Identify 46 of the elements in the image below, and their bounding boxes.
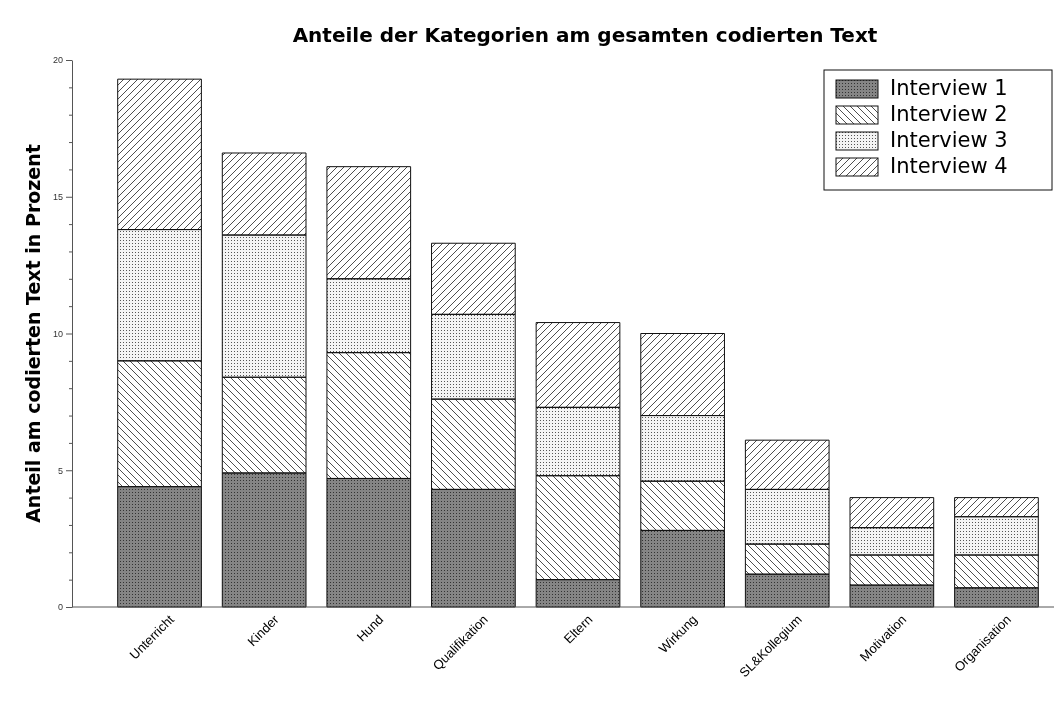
bar [954, 497, 1039, 518]
y-tick-label: 5 [57, 465, 63, 476]
bar [221, 376, 307, 474]
bar [326, 278, 412, 354]
y-tick-label: 10 [52, 328, 63, 339]
y-axis-title: Anteil am codierten Text in Prozent [22, 144, 44, 523]
chart-title: Anteile der Kategorien am gesamten codierten Text [292, 23, 878, 47]
bar [849, 527, 935, 556]
bar [535, 406, 621, 477]
bar [431, 242, 516, 315]
bar [744, 488, 830, 545]
bar [117, 229, 202, 362]
bar [221, 234, 307, 378]
bar [221, 472, 307, 608]
bar [640, 480, 725, 531]
legend-label: Interview 4 [890, 154, 1008, 178]
bar [117, 486, 202, 608]
bar [849, 554, 935, 586]
bar [744, 439, 830, 490]
bar [640, 529, 725, 608]
bar [954, 516, 1039, 556]
bar [431, 313, 516, 400]
legend-label: Interview 2 [890, 102, 1008, 126]
bar [744, 543, 830, 575]
bar [117, 78, 202, 231]
bar [535, 322, 621, 408]
bar [431, 398, 516, 490]
legend-label: Interview 1 [890, 76, 1008, 100]
bar [849, 584, 935, 608]
bar [744, 573, 830, 608]
y-tick-label: 0 [57, 602, 63, 613]
bar [535, 475, 621, 581]
y-tick-label: 20 [52, 55, 63, 66]
bar [326, 166, 412, 280]
legend-label: Interview 3 [890, 128, 1008, 152]
bar [954, 554, 1039, 589]
bar [849, 497, 935, 529]
bar [640, 333, 725, 417]
bar [326, 477, 412, 608]
y-tick-label: 15 [52, 192, 63, 203]
bar [535, 579, 621, 608]
bar [326, 352, 412, 479]
bar [221, 152, 307, 236]
bar [117, 360, 202, 488]
bar [640, 415, 725, 482]
bar [431, 488, 516, 608]
